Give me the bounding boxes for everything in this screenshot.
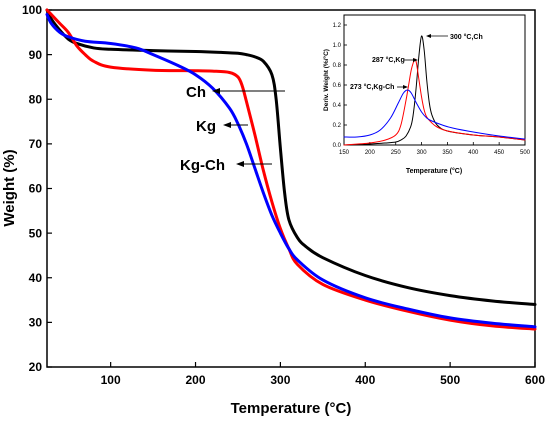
- inset-annotation-ch-label: 300 °C,Ch: [450, 33, 483, 41]
- inset-annotation-ch-arrowhead: [426, 34, 431, 38]
- annotation-ch-label: Ch: [186, 84, 206, 101]
- inset-x-tick-label: 150: [339, 150, 350, 156]
- annotation-kg-ch-label: Kg-Ch: [180, 157, 225, 174]
- main-y-axis-title: Weight (%): [1, 149, 18, 226]
- annotation-ch: Ch: [186, 84, 285, 101]
- main-x-tick-label: 400: [355, 373, 375, 387]
- main-y-tick-label: 70: [29, 137, 43, 151]
- main-series-group: [45, 8, 537, 331]
- inset-x-tick-label: 500: [520, 150, 531, 156]
- inset-annotation-kg-arrowhead: [413, 58, 418, 62]
- inset-y-tick-label: 1.0: [333, 43, 342, 49]
- main-axis-ticks: 100 200 300 400 500 600 20 30 40 50 60 70 80 90 100: [22, 3, 545, 387]
- inset-plot-frame: [343, 14, 526, 146]
- inset-x-tick-label: 250: [391, 150, 402, 156]
- inset-x-axis-title: Temperature (°C): [406, 167, 462, 175]
- inset-x-tick-label: 200: [365, 150, 376, 156]
- inset-x-tick-label: 450: [494, 150, 505, 156]
- inset-annotation-kg: 287 °C,Kg: [372, 56, 418, 64]
- main-y-tick-label: 30: [29, 316, 43, 330]
- main-y-tick-label: 60: [29, 182, 43, 196]
- inset-y-tick-label: 0.6: [333, 83, 342, 89]
- inset-annotation-kg-ch-label: 273 °C,Kg-Ch: [350, 83, 394, 91]
- main-y-tick-label: 90: [29, 48, 43, 62]
- annotation-kg-ch-arrowhead: [236, 161, 244, 167]
- inset-series-kg: [343, 58, 526, 146]
- inset-annotation-kg-ch-arrowhead: [403, 85, 408, 89]
- main-x-axis-title: Temperature (°C): [231, 400, 352, 417]
- main-x-tick-label: 300: [270, 373, 290, 387]
- inset-x-tick-label: 300: [417, 150, 428, 156]
- inset-x-tick-label: 350: [442, 150, 453, 156]
- main-series-kg: [45, 8, 537, 331]
- annotation-kg-arrowhead: [223, 122, 231, 128]
- main-y-tick-label: 100: [22, 3, 42, 17]
- main-x-tick-label: 200: [186, 373, 206, 387]
- main-y-tick-label: 50: [29, 226, 43, 240]
- inset-y-tick-label: 0.4: [333, 103, 342, 109]
- inset-y-tick-label: 0.2: [333, 123, 342, 129]
- main-x-tick-label: 600: [525, 373, 545, 387]
- inset-y-tick-label: 0.0: [333, 143, 342, 149]
- inset-y-tick-label: 1.2: [333, 23, 342, 29]
- main-y-tick-label: 20: [29, 360, 43, 374]
- inset-y-axis-title: Deriv. Weight (%/°C): [322, 49, 330, 111]
- inset-series-kg-ch: [343, 89, 526, 140]
- inset-x-tick-label: 400: [468, 150, 479, 156]
- annotation-kg-label: Kg: [196, 118, 216, 135]
- inset-annotation-ch: 300 °C,Ch: [426, 33, 483, 41]
- main-x-tick-label: 500: [440, 373, 460, 387]
- main-x-tick-label: 100: [101, 373, 121, 387]
- inset-series-group: [343, 35, 526, 146]
- main-series-ch: [45, 8, 537, 307]
- main-series-kg-ch: [45, 12, 537, 329]
- main-y-tick-label: 40: [29, 271, 43, 285]
- annotation-kg: Kg: [196, 118, 248, 135]
- inset-annotation-kg-ch: 273 °C,Kg-Ch: [350, 83, 408, 91]
- main-y-tick-label: 80: [29, 92, 43, 106]
- annotation-ch-arrowhead: [212, 88, 220, 94]
- inset-annotation-kg-label: 287 °C,Kg: [372, 56, 405, 64]
- inset-y-tick-label: 0.8: [333, 63, 342, 69]
- annotation-kg-ch: Kg-Ch: [180, 157, 272, 174]
- inset-axis-ticks: 150 200 250 300 350 400 450 500 0.0 0.2 0.4 0.6 0.8 1…: [333, 23, 531, 156]
